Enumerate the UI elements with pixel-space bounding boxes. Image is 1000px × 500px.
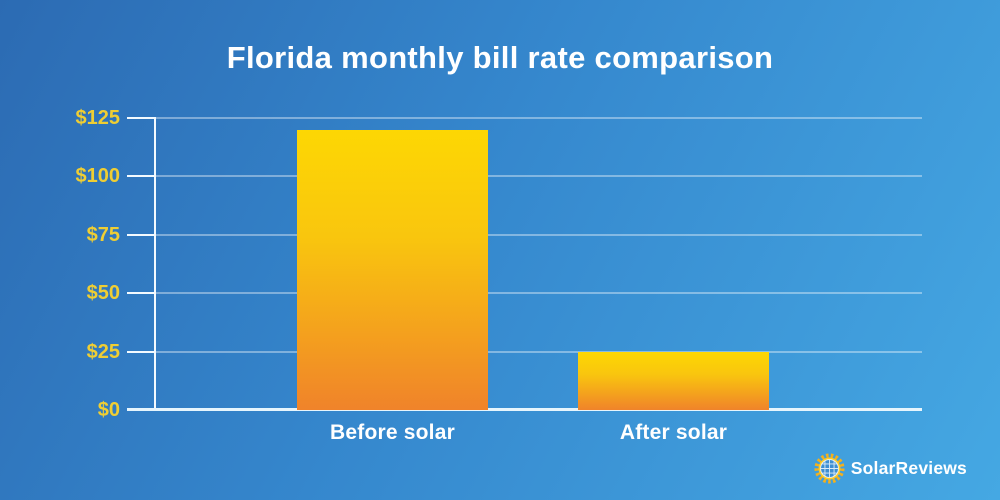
bar-before-solar [297, 129, 488, 410]
y-tick-label: $25 [86, 340, 120, 363]
x-axis-label: Before solar [330, 421, 455, 444]
gridline [156, 350, 922, 353]
tick-mark [127, 350, 155, 353]
gridline [156, 233, 922, 236]
brand-name: SolarReviews [850, 458, 967, 478]
y-tick-label: $0 [97, 399, 120, 421]
y-tick-label: $75 [86, 223, 120, 246]
gridline [156, 175, 922, 178]
y-tick-label: $125 [75, 107, 121, 129]
y-tick-label: $100 [75, 165, 121, 188]
tick-mark [127, 292, 155, 295]
x-axis-label: After solar [619, 421, 728, 444]
y-tick-label: $50 [86, 282, 120, 305]
brand-logo: SolarReviews [814, 453, 967, 484]
bar-after-solar [578, 351, 769, 410]
gridline [156, 117, 922, 119]
gridline [156, 292, 922, 295]
tick-mark [127, 117, 155, 119]
tick-mark [127, 175, 155, 178]
x-axis-line [127, 408, 922, 411]
tick-mark [127, 233, 155, 236]
chart-title: Florida monthly bill rate comparison [226, 40, 774, 75]
sun-solar-panel-icon [814, 453, 845, 484]
y-axis-line [154, 117, 156, 410]
plot-area: $0 $25 $50 $75 $100 $125 Before solar After so… [76, 107, 922, 444]
